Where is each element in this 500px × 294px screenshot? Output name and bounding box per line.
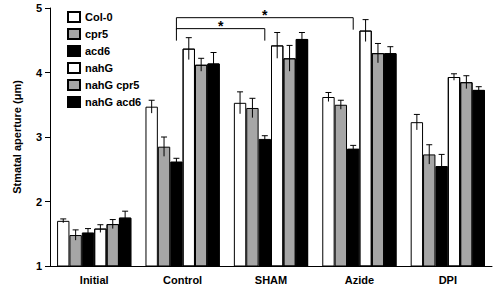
svg-text:4: 4 — [36, 67, 43, 79]
svg-text:DPI: DPI — [439, 274, 457, 286]
svg-text:nahG acd6: nahG acd6 — [85, 96, 141, 108]
svg-text:3: 3 — [36, 131, 42, 143]
svg-text:*: * — [262, 7, 268, 23]
svg-text:Stmatal aperture (μm): Stmatal aperture (μm) — [11, 80, 23, 194]
svg-text:Initial: Initial — [80, 274, 109, 286]
svg-text:Control: Control — [163, 274, 202, 286]
svg-text:*: * — [218, 18, 224, 34]
svg-text:nahG: nahG — [85, 62, 113, 74]
svg-text:2: 2 — [36, 196, 42, 208]
svg-text:Col-0: Col-0 — [85, 11, 113, 23]
svg-text:cpr5: cpr5 — [85, 28, 108, 40]
svg-text:nahG cpr5: nahG cpr5 — [85, 79, 139, 91]
svg-text:acd6: acd6 — [85, 45, 110, 57]
svg-text:SHAM: SHAM — [255, 274, 287, 286]
svg-text:Azide: Azide — [345, 274, 374, 286]
svg-text:1: 1 — [36, 260, 42, 272]
svg-text:5: 5 — [36, 2, 42, 14]
